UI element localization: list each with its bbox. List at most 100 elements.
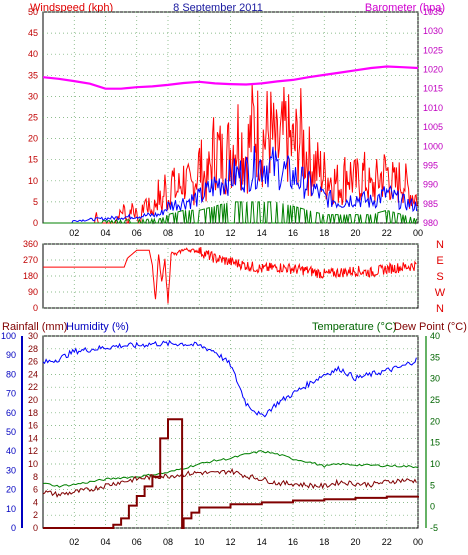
windspeed-tick-label: 30 bbox=[28, 91, 38, 101]
wind-x-tick-label: 10 bbox=[194, 228, 204, 238]
humidity-tick-label: 80 bbox=[6, 369, 16, 379]
humidity-line bbox=[42, 339, 417, 418]
wind-x-tick-label: 12 bbox=[225, 228, 235, 238]
windspeed-axis-title: Windspeed (kph) bbox=[30, 2, 113, 14]
rain-tick-label: 18 bbox=[28, 408, 38, 418]
weather-x-tick-label: 06 bbox=[132, 537, 142, 547]
compass-label: N bbox=[436, 303, 444, 315]
wind-x-tick-label: 18 bbox=[319, 228, 329, 238]
humidity-tick-label: 70 bbox=[6, 389, 16, 399]
average-wind-line bbox=[43, 201, 418, 225]
gust-line bbox=[43, 145, 418, 224]
wind-x-tick-label: 06 bbox=[132, 228, 142, 238]
barometer-tick-label: 1030 bbox=[423, 26, 443, 36]
rain-tick-label: 28 bbox=[28, 344, 38, 354]
temperature-axis-title: Temperature (°C) bbox=[312, 321, 396, 333]
humidity-tick-label: 60 bbox=[6, 408, 16, 418]
windspeed-tick-label: 40 bbox=[28, 49, 38, 59]
rain-tick-label: 12 bbox=[28, 446, 38, 456]
windspeed-tick-label: 15 bbox=[28, 155, 38, 165]
wind-x-tick-label: 14 bbox=[257, 228, 267, 238]
temperature-tick-label: 30 bbox=[430, 374, 440, 384]
barometer-tick-label: 1020 bbox=[423, 65, 443, 75]
weather-x-tick-label: 00 bbox=[413, 537, 423, 547]
rain-tick-label: 26 bbox=[28, 357, 38, 367]
rain-tick-label: 4 bbox=[33, 497, 38, 507]
barometer-tick-label: 1010 bbox=[423, 103, 443, 113]
wind-x-tick-label: 04 bbox=[100, 228, 110, 238]
barometer-tick-label: 1025 bbox=[423, 45, 443, 55]
barometer-tick-label: 980 bbox=[423, 218, 438, 228]
chart-panels: 0510152025303540455098098599099510001005… bbox=[1, 7, 446, 547]
rain-tick-label: 0 bbox=[33, 523, 38, 533]
rain-tick-label: 20 bbox=[28, 395, 38, 405]
barometer-tick-label: 1005 bbox=[423, 122, 443, 132]
humidity-tick-label: 100 bbox=[1, 331, 16, 341]
temperature-tick-label: 10 bbox=[430, 459, 440, 469]
wind-x-tick-label: 16 bbox=[288, 228, 298, 238]
weather-x-tick-label: 12 bbox=[225, 537, 235, 547]
humidity-tick-label: 0 bbox=[11, 523, 16, 533]
rain-tick-label: 10 bbox=[28, 459, 38, 469]
barometer-tick-label: 1000 bbox=[423, 141, 443, 151]
direction-tick-label: 90 bbox=[28, 287, 38, 297]
wind-direction-line bbox=[43, 247, 417, 304]
humidity-tick-label: 90 bbox=[6, 350, 16, 360]
rain-tick-label: 16 bbox=[28, 421, 38, 431]
humidity-tick-label: 20 bbox=[6, 485, 16, 495]
weather-x-tick-label: 02 bbox=[69, 537, 79, 547]
humidity-tick-label: 30 bbox=[6, 465, 16, 475]
barometer-axis-title: Barometer (hpa) bbox=[365, 2, 445, 14]
weather-x-tick-label: 18 bbox=[319, 537, 329, 547]
rain-tick-label: 6 bbox=[33, 485, 38, 495]
temperature-tick-label: 40 bbox=[430, 331, 440, 341]
wind-x-tick-label: 20 bbox=[350, 228, 360, 238]
direction-tick-label: 180 bbox=[23, 271, 38, 281]
windspeed-tick-label: 20 bbox=[28, 134, 38, 144]
temperature-line bbox=[42, 450, 419, 488]
temperature-tick-label: 5 bbox=[430, 480, 435, 490]
barometer-tick-label: 985 bbox=[423, 199, 438, 209]
windspeed-tick-label: 35 bbox=[28, 70, 38, 80]
rain-tick-label: 2 bbox=[33, 510, 38, 520]
temperature-tick-label: 0 bbox=[430, 502, 435, 512]
rain-tick-label: 8 bbox=[33, 472, 38, 482]
windspeed-tick-label: 5 bbox=[33, 197, 38, 207]
weather-x-tick-label: 22 bbox=[382, 537, 392, 547]
barometer-tick-label: 1035 bbox=[423, 7, 443, 17]
temperature-tick-label: 35 bbox=[430, 352, 440, 362]
barometer-tick-label: 995 bbox=[423, 160, 438, 170]
temperature-tick-label: 15 bbox=[430, 438, 440, 448]
direction-tick-label: 360 bbox=[23, 239, 38, 249]
windspeed-tick-label: 25 bbox=[28, 113, 38, 123]
temperature-tick-label: -5 bbox=[430, 523, 438, 533]
humidity-tick-label: 50 bbox=[6, 427, 16, 437]
rainfall-axis-title: Rainfall (mm) bbox=[2, 321, 67, 333]
dewpoint-axis-title: Dew Point (°C) bbox=[394, 321, 467, 333]
weather-x-tick-label: 16 bbox=[288, 537, 298, 547]
barometer-tick-label: 990 bbox=[423, 180, 438, 190]
humidity-axis-title: Humidity (%) bbox=[66, 321, 129, 333]
weather-x-tick-label: 10 bbox=[194, 537, 204, 547]
barometer-tick-label: 1015 bbox=[423, 84, 443, 94]
windspeed-tick-label: 0 bbox=[33, 218, 38, 228]
weather-x-tick-label: 04 bbox=[100, 537, 110, 547]
compass-label: N bbox=[436, 239, 444, 251]
temperature-tick-label: 25 bbox=[430, 395, 440, 405]
rain-tick-label: 22 bbox=[28, 382, 38, 392]
weather-x-tick-label: 14 bbox=[257, 537, 267, 547]
wind-x-tick-label: 02 bbox=[69, 228, 79, 238]
wind-x-tick-label: 00 bbox=[413, 228, 423, 238]
barometer-line bbox=[42, 65, 419, 90]
compass-label: S bbox=[436, 271, 443, 283]
weather-x-tick-label: 08 bbox=[163, 537, 173, 547]
humidity-tick-label: 40 bbox=[6, 446, 16, 456]
direction-tick-label: 270 bbox=[23, 255, 38, 265]
rain-tick-label: 30 bbox=[28, 331, 38, 341]
chart-date-title: 8 September 2011 bbox=[173, 2, 263, 14]
wind-x-tick-label: 22 bbox=[382, 228, 392, 238]
rainfall-line bbox=[43, 418, 419, 529]
windspeed-tick-label: 10 bbox=[28, 176, 38, 186]
direction-tick-label: 0 bbox=[33, 303, 38, 313]
